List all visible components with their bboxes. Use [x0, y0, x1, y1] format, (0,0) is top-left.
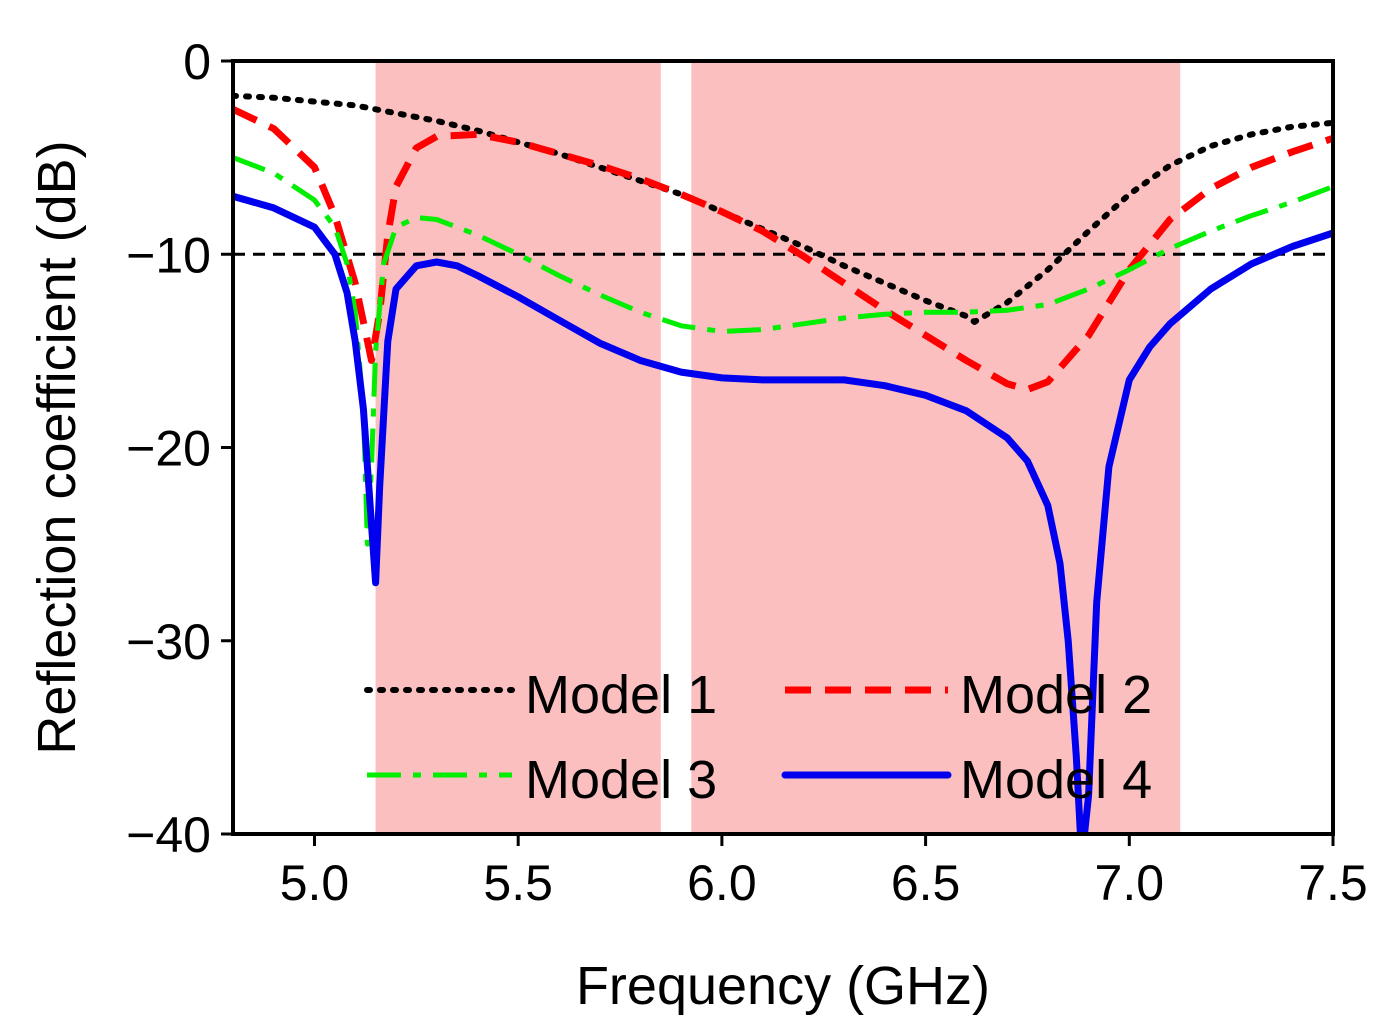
series-lines [233, 92, 1333, 834]
shaded-band-2 [691, 61, 1181, 834]
legend: Model 1 Model 2 Model 3 Model 4 [364, 665, 1152, 810]
y-axis-title: Reflection coefficient (dB) [27, 140, 87, 754]
x-tick-label: 7.0 [1095, 855, 1165, 911]
y-tick-label: −20 [126, 421, 211, 477]
y-axis-ticks: 0 −10 −20 −30 −40 [126, 34, 233, 863]
shaded-bands [375, 61, 1181, 834]
legend-label-model-2: Model 2 [960, 665, 1152, 725]
x-tick-label: 7.5 [1298, 855, 1368, 911]
legend-label-model-4: Model 4 [960, 750, 1152, 810]
x-axis-title: Frequency (GHz) [576, 956, 990, 1016]
series-line-model-4 [233, 192, 1333, 834]
series-line-model-1 [233, 92, 1333, 325]
x-tick-label: 5.5 [483, 855, 553, 911]
y-tick-label: −30 [126, 614, 211, 670]
x-tick-label: 6.5 [891, 855, 961, 911]
legend-label-model-3: Model 3 [525, 750, 717, 810]
y-tick-label: −10 [126, 227, 211, 283]
y-tick-label: −40 [126, 807, 211, 863]
y-tick-label: 0 [183, 34, 211, 90]
x-tick-label: 5.0 [280, 855, 350, 911]
x-tick-label: 6.0 [687, 855, 757, 911]
series-line-model-2 [233, 106, 1333, 393]
x-axis-ticks: 5.0 5.5 6.0 6.5 7.0 7.5 [280, 834, 1368, 911]
legend-label-model-1: Model 1 [525, 665, 717, 725]
shaded-band-1 [375, 61, 661, 834]
